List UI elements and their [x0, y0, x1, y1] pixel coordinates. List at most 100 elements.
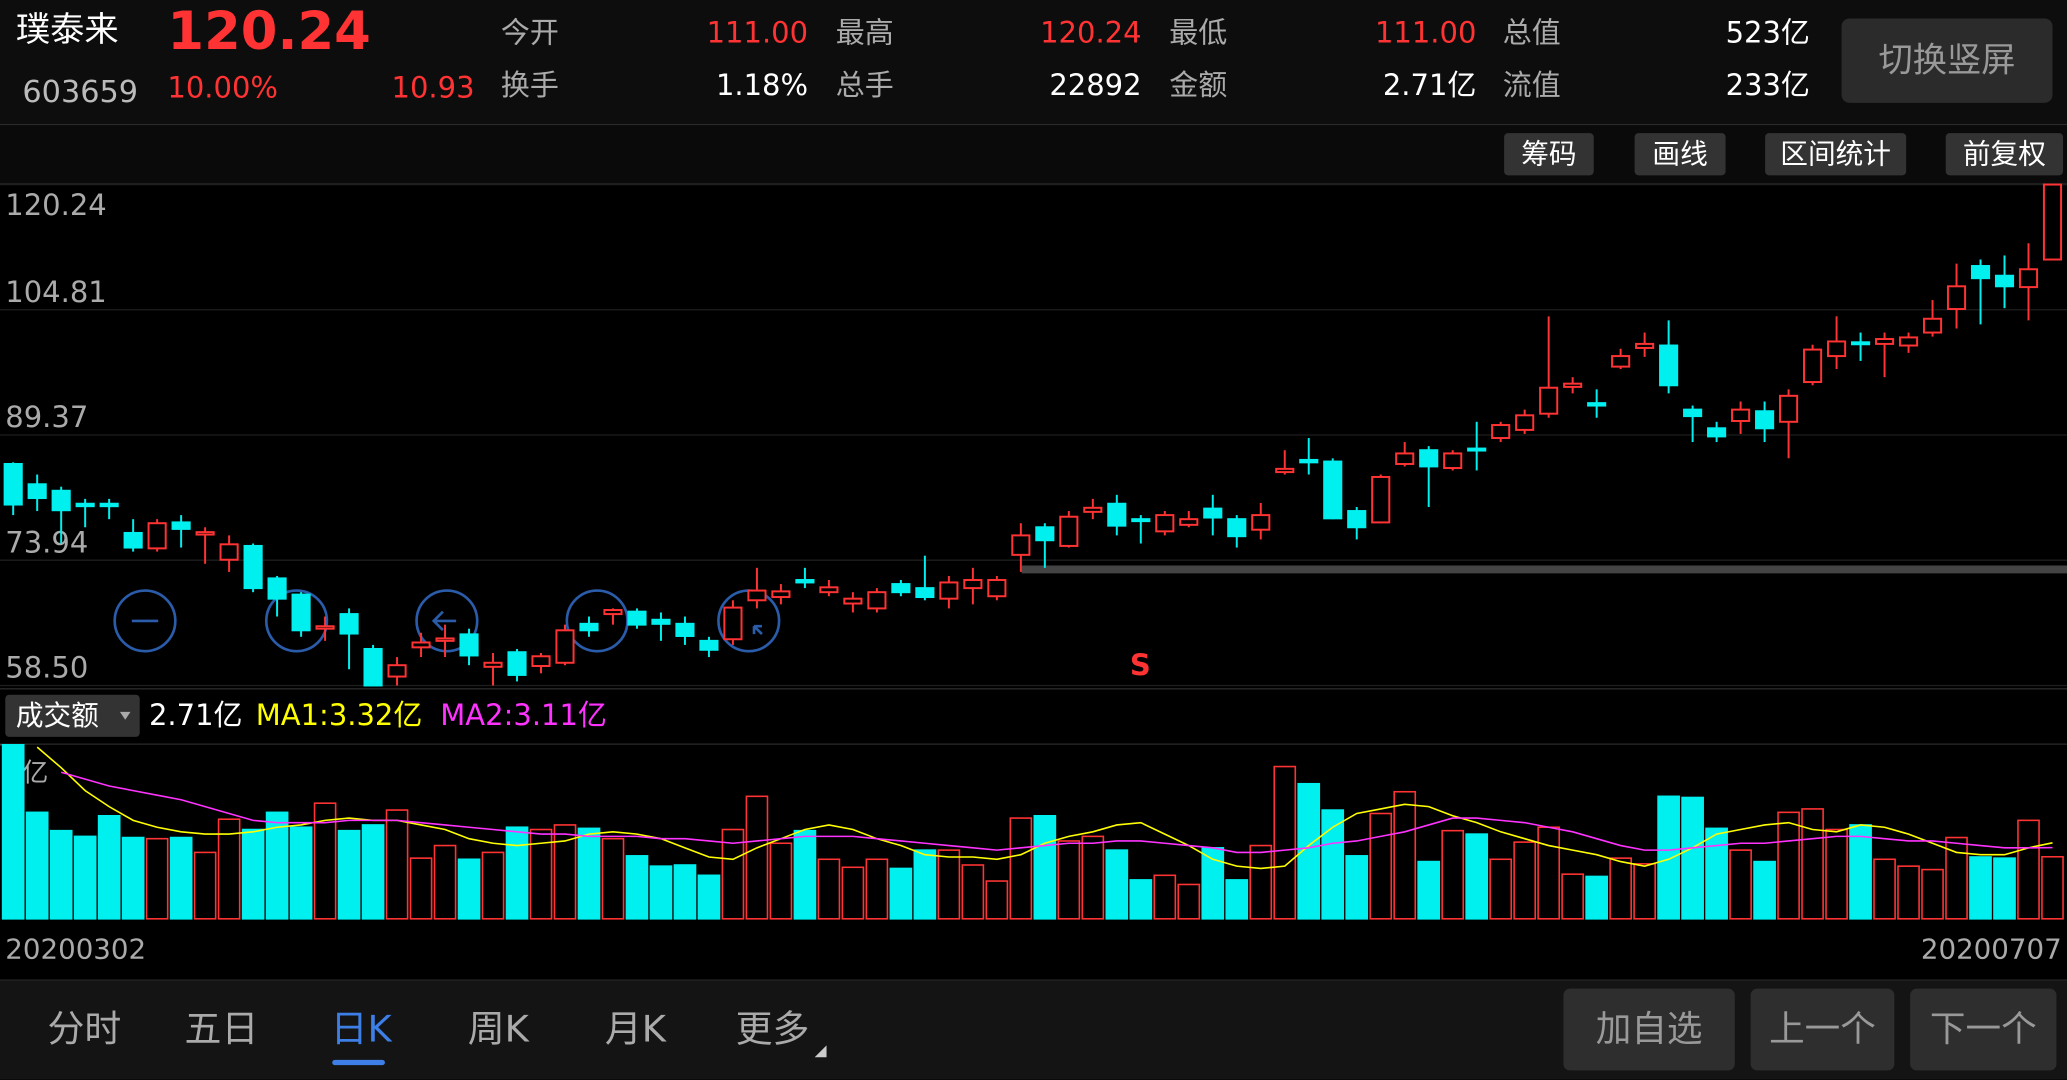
orientation-button[interactable] [1841, 18, 2053, 103]
x-tick-label: 20200302 [5, 932, 146, 965]
candle-body [675, 622, 695, 637]
volume-bar [481, 851, 505, 920]
volume-bar [1417, 860, 1441, 920]
volume-bar [793, 829, 817, 920]
volume-bar [409, 857, 433, 920]
candle-body [1059, 515, 1079, 547]
volume-selector-label[interactable]: 成交额 [16, 699, 99, 732]
toolbar-button[interactable] [1504, 133, 1594, 176]
candle-body [1755, 410, 1775, 430]
zoom-in[interactable] [264, 589, 329, 653]
candle-body [243, 544, 263, 590]
volume-bar [1849, 824, 1872, 920]
stat-value: 22892 [1049, 68, 1141, 102]
candle-body [483, 661, 503, 668]
tab[interactable]: 五日 [185, 1007, 259, 1050]
candle-body [99, 502, 119, 508]
volume-bar [913, 849, 937, 920]
tab[interactable]: 分时 [47, 1007, 121, 1050]
candle-body [1491, 424, 1511, 440]
candle-body [843, 597, 863, 605]
tab[interactable]: 更多 [736, 1007, 810, 1050]
toolbar-button-label[interactable]: 区间统计 [1780, 138, 1891, 171]
volume-bar [1081, 835, 1105, 920]
volume-bar [2017, 819, 2040, 920]
move-left[interactable] [415, 589, 479, 653]
volume-bar [889, 867, 913, 920]
action-button-label[interactable]: 下一个 [1930, 1009, 2037, 1050]
candle-body [579, 622, 599, 632]
volume-bar [49, 829, 73, 920]
volume-bar [673, 864, 697, 920]
volume-bar [1609, 857, 1632, 920]
action-button-label[interactable]: 加自选 [1596, 1009, 1703, 1050]
volume-bar [1393, 790, 1417, 920]
candle-body [147, 522, 167, 550]
toolbar-button-label[interactable]: 画线 [1652, 138, 1707, 171]
candle-body [3, 462, 23, 506]
action-button-label[interactable]: 上一个 [1769, 1009, 1876, 1050]
action-button[interactable] [1563, 988, 1735, 1071]
toolbar-button[interactable] [1945, 133, 2064, 176]
orientation-button-label[interactable]: 切换竖屏 [1879, 40, 2016, 80]
volume-bar [697, 874, 721, 920]
toolbar-bg [0, 125, 2067, 184]
volume-bar [1369, 812, 1393, 920]
volume-selector[interactable] [5, 694, 140, 737]
volume-bar [73, 835, 97, 920]
volume-bar [385, 809, 409, 920]
volume-legend: MA2:3.11亿 [440, 698, 607, 732]
zoom-out[interactable] [113, 589, 177, 653]
toolbar-button-label[interactable]: 前复权 [1963, 138, 2046, 171]
volume-bar [1585, 875, 1608, 920]
volume-bar [1561, 873, 1584, 920]
volume-bar [1273, 765, 1297, 920]
stat-label: 最低 [1169, 15, 1227, 49]
candle-body [1467, 447, 1487, 452]
candle-body [747, 589, 767, 602]
tab[interactable]: 日K [331, 1007, 393, 1050]
candle-body [195, 531, 215, 536]
volume-bar [145, 837, 169, 920]
volume-bar [217, 818, 241, 920]
toolbar-button[interactable] [1634, 133, 1726, 176]
candle-body [387, 664, 407, 678]
action-button[interactable] [1910, 988, 2057, 1071]
volume-legend: 2.71亿 [149, 698, 243, 732]
toolbar-button[interactable] [1765, 133, 1907, 176]
candle-body [723, 606, 743, 641]
tab[interactable]: 周K [468, 1007, 530, 1050]
toolbar-button-label[interactable]: 筹码 [1521, 138, 1576, 171]
volume-bar [313, 802, 337, 920]
y-tick-label: 89.37 [5, 400, 88, 434]
volume-bar [841, 866, 865, 920]
move-right[interactable] [565, 589, 629, 653]
volume-bar [1513, 841, 1537, 920]
candle-body [1731, 408, 1751, 422]
y-tick-label: 73.94 [5, 525, 88, 559]
volume-bar [937, 849, 961, 920]
y-tick-label: 58.50 [5, 651, 88, 685]
zoom-controls [113, 589, 781, 653]
volume-bar [1249, 844, 1273, 920]
candle-body [1539, 386, 1559, 415]
volume-bar [265, 811, 289, 920]
tab[interactable]: 月K [605, 1007, 667, 1050]
stat-value: 111.00 [1375, 15, 1476, 49]
volume-bar [505, 826, 529, 920]
candle-body [267, 577, 287, 600]
candle-body [1443, 452, 1463, 470]
stat-label: 今开 [501, 15, 559, 49]
stat-label: 总手 [836, 68, 894, 102]
candle-body [1395, 452, 1415, 465]
candle-body [2042, 183, 2063, 261]
volume-bar [2041, 855, 2064, 920]
action-button[interactable] [1750, 988, 1895, 1071]
candle-body [1179, 518, 1199, 526]
icon [431, 610, 457, 632]
candle-body [171, 521, 191, 530]
volume-bar [1993, 857, 2016, 920]
candle-body [315, 625, 335, 630]
volume-bar [1, 744, 25, 920]
candle-body [1683, 408, 1703, 418]
